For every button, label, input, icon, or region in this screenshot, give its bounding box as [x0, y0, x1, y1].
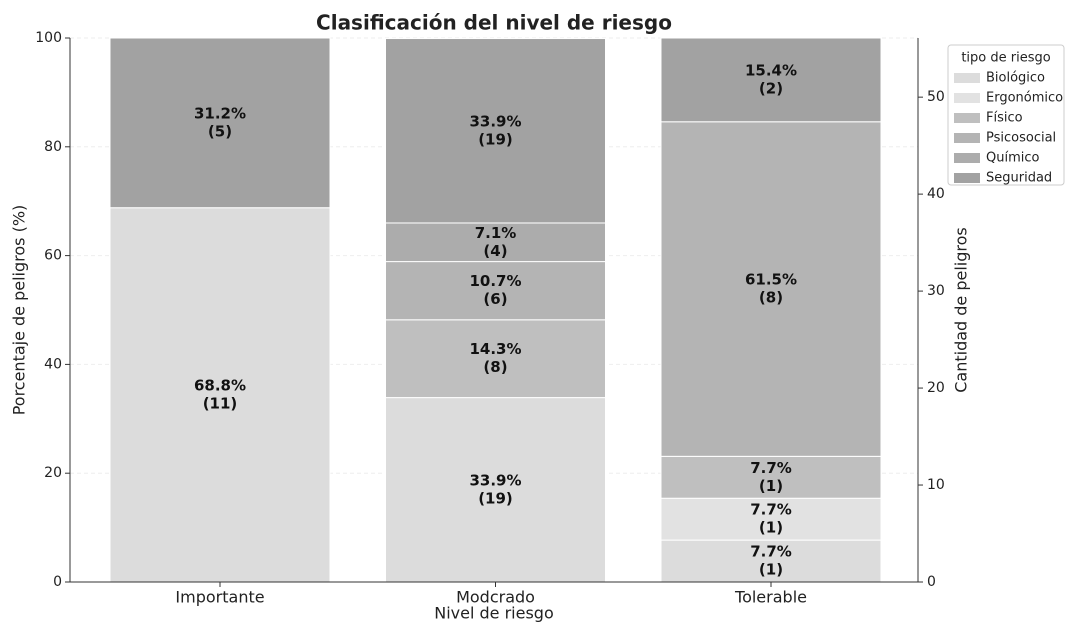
y2-tick-label: 10 — [927, 477, 945, 493]
x-tick-label: Modcrado — [456, 588, 535, 607]
data-label: 7.1% — [475, 224, 517, 242]
data-label: 61.5% — [745, 271, 797, 289]
count-label: (8) — [483, 358, 507, 376]
legend-label: Químico — [986, 151, 1040, 166]
count-label: (1) — [759, 519, 783, 537]
bar-segment — [385, 319, 606, 399]
bar-segment — [660, 539, 882, 583]
bar-segment — [660, 121, 882, 457]
count-label: (2) — [759, 79, 783, 97]
legend-label: Seguridad — [986, 171, 1052, 186]
legend-swatch — [954, 93, 980, 103]
y2-axis-label: Cantidad de peligros — [952, 227, 971, 393]
legend-label: Psicosocial — [986, 131, 1056, 146]
data-label: 31.2% — [194, 104, 246, 122]
data-label: 10.7% — [469, 272, 521, 290]
y2-tick-label: 30 — [927, 283, 945, 299]
bar-segment — [109, 37, 331, 209]
legend-swatch — [954, 173, 980, 183]
y-tick-label: 0 — [53, 574, 62, 590]
data-label: 7.7% — [750, 501, 792, 519]
legend-swatch — [954, 113, 980, 123]
data-label: 14.3% — [469, 340, 521, 358]
bar-segment — [660, 455, 882, 499]
legend-swatch — [954, 153, 980, 163]
y-axis-label: Porcentaje de peligros (%) — [10, 205, 29, 416]
bar-segment — [385, 222, 606, 263]
y2-tick-label: 40 — [927, 186, 945, 202]
bar-segment — [385, 397, 606, 583]
count-label: (11) — [203, 394, 238, 412]
data-label: 7.7% — [750, 543, 792, 561]
data-label: 33.9% — [469, 471, 521, 489]
y-tick-label: 20 — [44, 465, 62, 481]
count-label: (6) — [483, 290, 507, 308]
bar-segment — [660, 37, 882, 123]
y2-tick-label: 0 — [927, 574, 936, 590]
data-label: 7.7% — [750, 459, 792, 477]
y-tick-label: 80 — [44, 139, 62, 155]
legend-label: Físico — [986, 111, 1023, 126]
data-label: 15.4% — [745, 61, 797, 79]
bar-segment — [385, 38, 606, 224]
x-axis-label: Nivel de riesgo — [434, 604, 554, 623]
x-tick-label: Tolerable — [734, 588, 807, 607]
data-label: 68.8% — [194, 376, 246, 394]
bar-segment — [385, 261, 606, 321]
legend-label: Ergonómico — [986, 91, 1063, 106]
count-label: (8) — [759, 289, 783, 307]
data-label: 33.9% — [469, 112, 521, 130]
y-tick-label: 100 — [35, 30, 62, 46]
count-label: (4) — [483, 242, 507, 260]
count-label: (19) — [478, 130, 513, 148]
x-tick-label: Importante — [175, 588, 264, 607]
legend-label: Biológico — [986, 71, 1045, 86]
y2-tick-label: 20 — [927, 380, 945, 396]
y2-tick-label: 50 — [927, 89, 945, 105]
count-label: (5) — [208, 122, 232, 140]
legend-swatch — [954, 133, 980, 143]
count-label: (19) — [478, 489, 513, 507]
bar-segment — [660, 497, 882, 541]
count-label: (1) — [759, 477, 783, 495]
count-label: (1) — [759, 561, 783, 579]
y-tick-label: 60 — [44, 248, 62, 264]
chart-title: Clasificación del nivel de riesgo — [316, 11, 672, 35]
legend-title: tipo de riesgo — [961, 51, 1050, 66]
legend-swatch — [954, 73, 980, 83]
y-tick-label: 40 — [44, 356, 62, 372]
